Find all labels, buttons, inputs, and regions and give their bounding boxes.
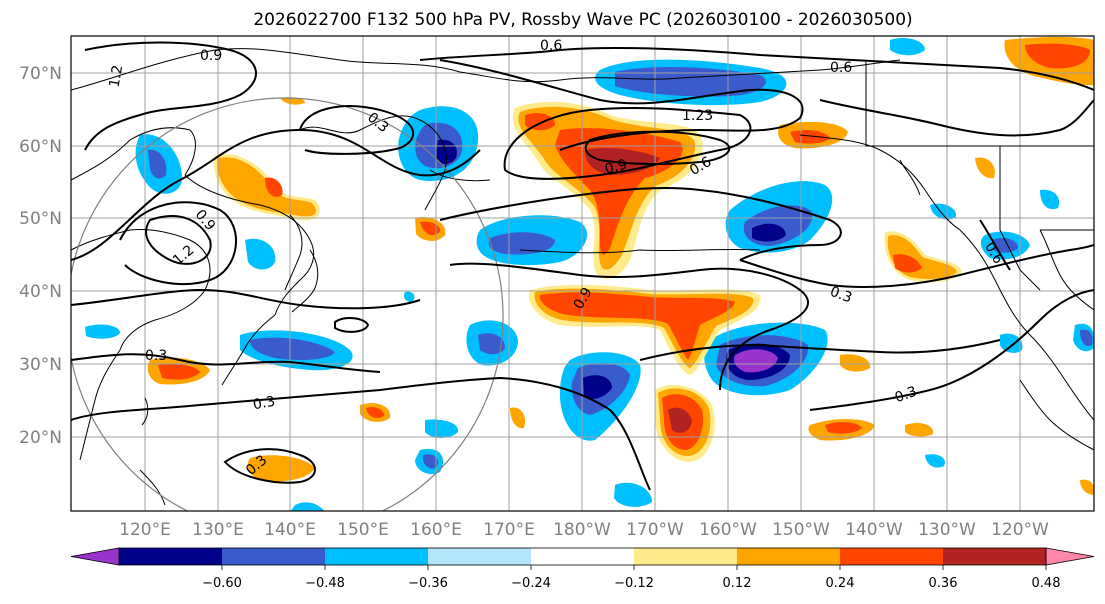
lon-label: 170°W (626, 520, 684, 540)
contour-label: 0.3 (828, 284, 854, 307)
colorbar-tick-label: −0.48 (305, 576, 345, 591)
contour-label: 1.2 (107, 64, 127, 89)
contour-label: 0.9 (603, 157, 629, 178)
colorbar-bin (943, 548, 1047, 565)
colorbar-tick-label: 0.36 (929, 576, 958, 591)
colorbar-bin (222, 548, 326, 565)
lat-label: 50°N (19, 209, 62, 229)
colorbar-tick-label: −0.60 (202, 576, 242, 591)
map-title: 2026022700 F132 500 hPa PV, Rossby Wave … (253, 10, 912, 30)
colorbar-tick-label: −0.12 (614, 576, 654, 591)
lon-label: 170°E (483, 520, 535, 540)
contour-label: 0.3 (252, 394, 277, 414)
lat-label: 30°N (19, 355, 62, 375)
lon-label: 130°E (192, 520, 244, 540)
colorbar-bin (531, 548, 635, 565)
contour-label: 0.6 (540, 38, 562, 54)
lon-label: 180°W (553, 520, 611, 540)
lon-label: 160°E (410, 520, 462, 540)
colorbar-bin (634, 548, 738, 565)
lon-label: 160°W (699, 520, 757, 540)
colorbar-tick-label: 0.24 (826, 576, 855, 591)
colorbar-bin (737, 548, 841, 565)
lat-label: 60°N (19, 137, 62, 157)
longitude-labels: 120°E 130°E 140°E 150°E 160°E 170°E 180°… (119, 520, 1049, 540)
graticule (71, 36, 1094, 511)
lon-label: 150°W (772, 520, 830, 540)
colorbar-tick-label: 0.48 (1032, 576, 1061, 591)
lat-label: 20°N (19, 428, 62, 448)
colorbar: −0.60 −0.48 −0.36 −0.24 −0.12 0.12 0.24 0.36 0.4… (70, 547, 1095, 591)
colorbar-tick-label: 0.12 (723, 576, 752, 591)
contour-label: 1.23 (682, 108, 713, 124)
lat-label: 70°N (19, 64, 62, 84)
colorbar-frame (118, 547, 1047, 566)
lon-label: 140°E (264, 520, 316, 540)
contour-label: 0.3 (145, 348, 167, 364)
analysis-region-circle (71, 97, 504, 511)
negative-pv-anomalies (85, 37, 1094, 511)
lon-label: 120°W (991, 520, 1049, 540)
colorbar-extend-high (1045, 547, 1095, 566)
map-area: 0.6 0.6 0.9 1.2 0.3 0.9 1.2 1.23 0.9 0.6… (71, 36, 1094, 511)
latitude-labels: 70°N 60°N 50°N 40°N 30°N 20°N (19, 64, 62, 448)
colorbar-extend-low (70, 547, 120, 566)
lat-label: 40°N (19, 282, 62, 302)
contour-label: 0.3 (893, 384, 919, 407)
contour-label: 0.6 (830, 60, 852, 76)
colorbar-tick-label: −0.36 (408, 576, 448, 591)
colorbar-bin (119, 548, 223, 565)
colorbar-bin (325, 548, 429, 565)
colorbar-bin (840, 548, 944, 565)
colorbar-bin (428, 548, 532, 565)
lon-label: 150°E (337, 520, 389, 540)
pv-contours (71, 41, 1094, 491)
lon-label: 120°E (119, 520, 171, 540)
lon-label: 140°W (845, 520, 903, 540)
contour-label: 0.9 (200, 48, 222, 64)
lon-label: 130°W (918, 520, 976, 540)
colorbar-tick-label: −0.24 (511, 576, 551, 591)
map-frame (70, 35, 1095, 512)
